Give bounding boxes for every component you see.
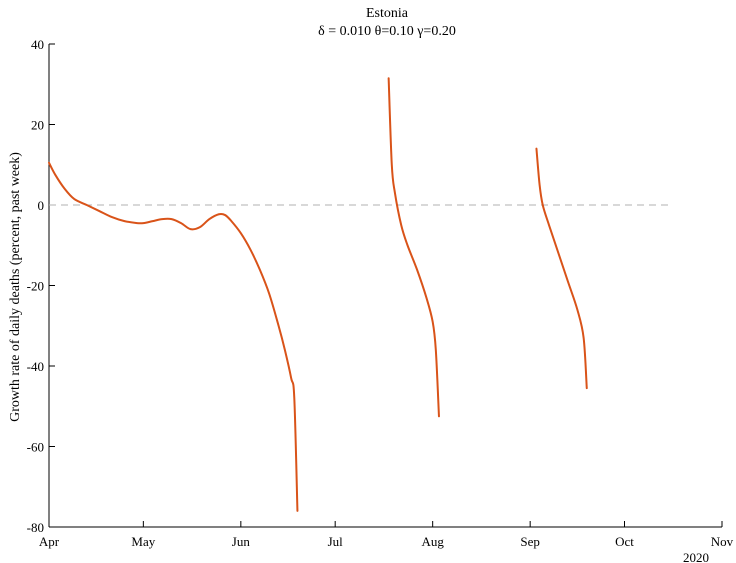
y-tick-label: 40 (31, 37, 44, 52)
y-tick-label: -40 (27, 359, 44, 374)
x-tick-label: Jun (232, 534, 251, 549)
y-axis-label: Growth rate of daily deaths (percent, pa… (8, 152, 23, 422)
x-tick-label: May (131, 534, 155, 549)
series-line-2 (387, 77, 440, 418)
series-line-1 (48, 161, 299, 512)
series-line-3 (535, 147, 588, 390)
y-tick-label: -80 (27, 520, 44, 535)
x-tick-label: Jul (328, 534, 344, 549)
y-tick-label: 20 (31, 118, 44, 133)
plot-area: -80 -60 -40 -20 0 20 40 Apr May Jun Jul Aug Sep Oct No… (27, 37, 734, 563)
x-tick-label: Aug (421, 534, 444, 549)
chart-subtitle: δ = 0.010 θ=0.10 γ=0.20 (318, 24, 456, 39)
y-tick-label: -20 (27, 279, 44, 294)
x-tick-label: Nov (711, 534, 734, 549)
chart-title: Estonia (366, 6, 409, 21)
x-tick-label: Oct (615, 534, 634, 549)
year-label: 2020 (683, 550, 709, 563)
x-tick-label: Sep (520, 534, 540, 549)
x-tick-label: Apr (39, 534, 60, 549)
y-tick-label: -60 (27, 440, 44, 455)
y-tick-label: 0 (38, 198, 45, 213)
